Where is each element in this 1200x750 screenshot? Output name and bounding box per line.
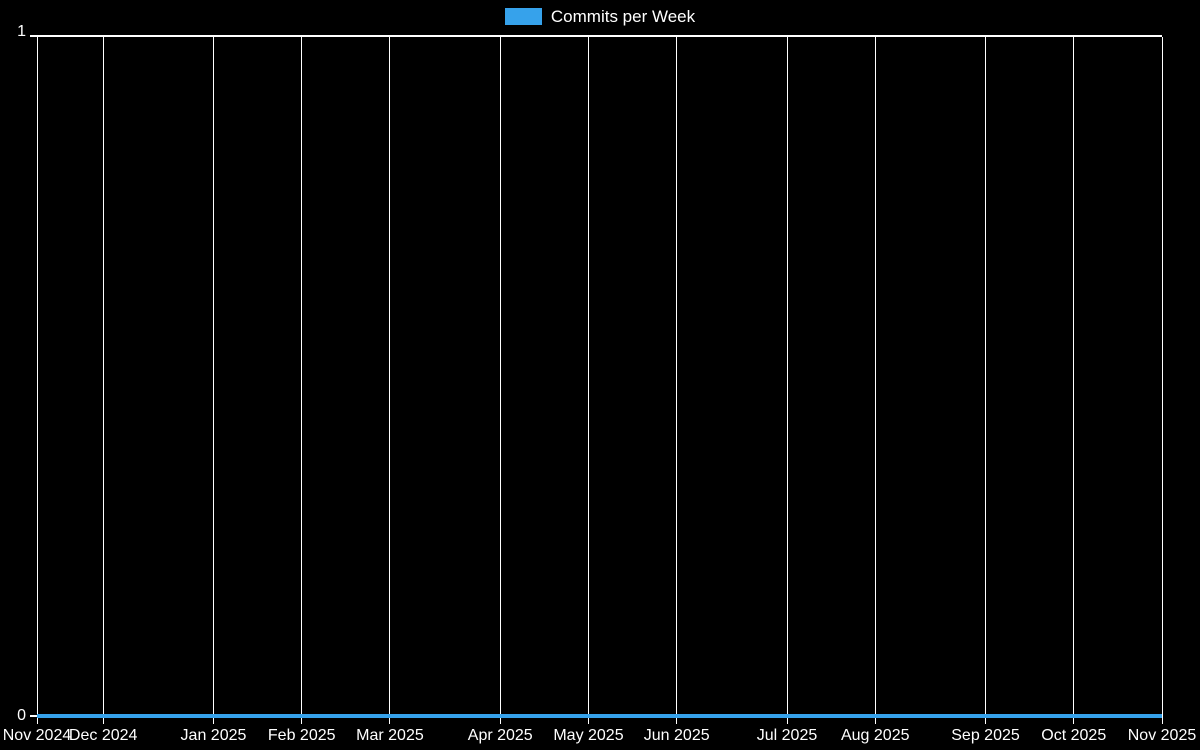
gridline-may-2025 <box>587 37 589 724</box>
x-tick-label-jan-2025: Jan 2025 <box>180 727 247 744</box>
x-tick-label-aug-2025: Aug 2025 <box>840 727 910 744</box>
gridline-nov-2025 <box>1161 37 1163 724</box>
x-tick-label-jul-2025: Jul 2025 <box>756 727 818 744</box>
gridline-nov-2024 <box>36 37 38 724</box>
x-tick-label-dec-2024: Dec 2024 <box>68 727 138 744</box>
gridline-feb-2025 <box>301 37 303 724</box>
gridline-oct-2025 <box>1073 37 1075 724</box>
x-tick-label-nov-2025: Nov 2025 <box>1127 727 1197 744</box>
gridline-aug-2025 <box>874 37 876 724</box>
x-tick-label-oct-2025: Oct 2025 <box>1041 727 1107 744</box>
x-tick-label-nov-2024: Nov 2024 <box>2 727 72 744</box>
x-tick-label-mar-2025: Mar 2025 <box>356 727 424 744</box>
x-tick-label-feb-2025: Feb 2025 <box>267 727 336 744</box>
x-tick-label-apr-2025: Apr 2025 <box>467 727 533 744</box>
gridline-dec-2024 <box>102 37 104 724</box>
x-axis-labels: Nov 2024 Dec 2024 Jan 2025 Feb 2025 Mar 2025… <box>3 727 1197 747</box>
x-tick-label-jun-2025: Jun 2025 <box>643 727 710 744</box>
legend-label: Commits per Week <box>550 6 696 26</box>
gridline-jun-2025 <box>676 37 678 724</box>
grid-layer <box>36 37 1163 724</box>
x-tick-label-sep-2025: Sep 2025 <box>951 727 1020 744</box>
y-tick-label-1: 1 <box>17 23 26 40</box>
y-tick-mark-1 <box>30 35 37 37</box>
commits-line-series <box>37 714 1162 718</box>
gridline-apr-2025 <box>499 37 501 724</box>
x-tick-label-may-2025: May 2025 <box>553 727 624 744</box>
legend-item-commits-per-week[interactable]: Commits per Week <box>0 7 1200 26</box>
gridline-mar-2025 <box>389 37 391 724</box>
gridline-sep-2025 <box>985 37 987 724</box>
y-tick-label-0: 0 <box>17 707 26 724</box>
y-tick-mark-0 <box>30 715 37 717</box>
legend-swatch-icon <box>504 8 542 25</box>
gridline-jul-2025 <box>786 37 788 724</box>
plot-area <box>36 35 1163 724</box>
gridline-jan-2025 <box>212 37 214 724</box>
